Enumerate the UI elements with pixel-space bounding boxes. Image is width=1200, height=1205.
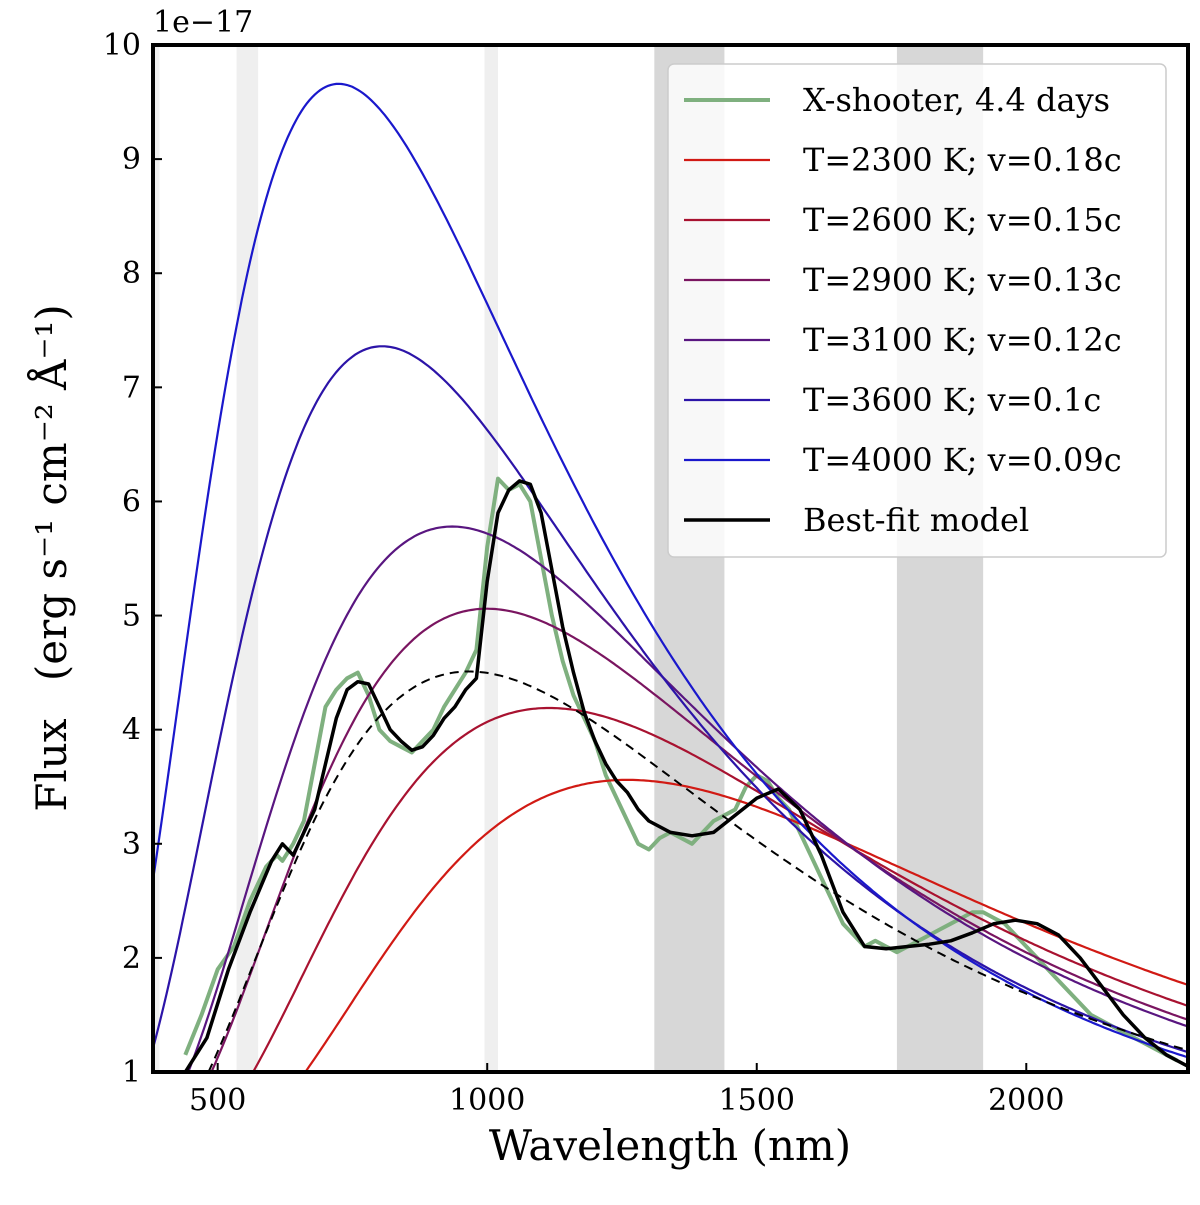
y-axis-ticks: 1 2 3 4 5 6 7 8 9 10 (103, 28, 162, 1090)
series-blackbody-3100k (187, 525, 1188, 1072)
x-tick-label-2000: 2000 (988, 1083, 1064, 1118)
x-tick-label-1500: 1500 (719, 1083, 795, 1118)
legend-label-2: T=2300 K; v=0.18c (803, 141, 1122, 179)
model-curves (153, 82, 1188, 1072)
y-tick-label-8: 8 (122, 256, 141, 291)
series-blackbody-2600k (251, 706, 1188, 1072)
series-best-fit-model (183, 479, 1188, 1072)
y-tick-label-1: 1 (122, 1055, 141, 1090)
y-tick-label-7: 7 (122, 370, 141, 405)
x-tick-label-500: 500 (189, 1083, 246, 1118)
legend-label-6: T=3600 K; v=0.1c (803, 381, 1101, 419)
y-tick-label-10: 10 (103, 28, 141, 63)
series-blackbody-4000k (153, 82, 1188, 1059)
legend-label-1: X-shooter, 4.4 days (803, 81, 1110, 119)
x-axis-ticks: 500 1000 1500 2000 (189, 1063, 1064, 1118)
legend-label-3: T=2600 K; v=0.15c (803, 201, 1122, 239)
legend-label-7: T=4000 K; v=0.09c (803, 441, 1122, 479)
legend-label-4: T=2900 K; v=0.13c (803, 261, 1122, 299)
legend-label-5: T=3100 K; v=0.12c (803, 321, 1122, 359)
y-tick-label-4: 4 (122, 713, 141, 748)
legend-box (667, 63, 1167, 558)
y-axis-title: Flux (erg s⁻¹ cm⁻² Å⁻¹) (26, 304, 76, 812)
series-blackbody-2900k (210, 607, 1188, 1072)
shaded-band-1 (153, 45, 160, 1072)
y-tick-label-2: 2 (122, 941, 141, 976)
x-tick-label-1000: 1000 (449, 1083, 525, 1118)
y-tick-label-5: 5 (122, 599, 141, 634)
legend-label-8: Best-fit model (803, 501, 1029, 539)
legend: X-shooter, 4.4 days T=2300 K; v=0.18c T=26… (667, 63, 1167, 558)
y-tick-label-6: 6 (122, 484, 141, 519)
y-axis-title-units: (erg s⁻¹ cm⁻² Å⁻¹) (26, 304, 76, 681)
series-blackbody-3600k (153, 345, 1188, 1054)
x-axis-title: Wavelength (nm) (489, 1121, 851, 1170)
y-offset-label: 1e−17 (153, 5, 253, 40)
plot-frame (151, 43, 1190, 1074)
y-tick-label-9: 9 (122, 142, 141, 177)
y-axis-title-main: Flux (27, 718, 76, 812)
y-tick-label-3: 3 (122, 827, 141, 862)
